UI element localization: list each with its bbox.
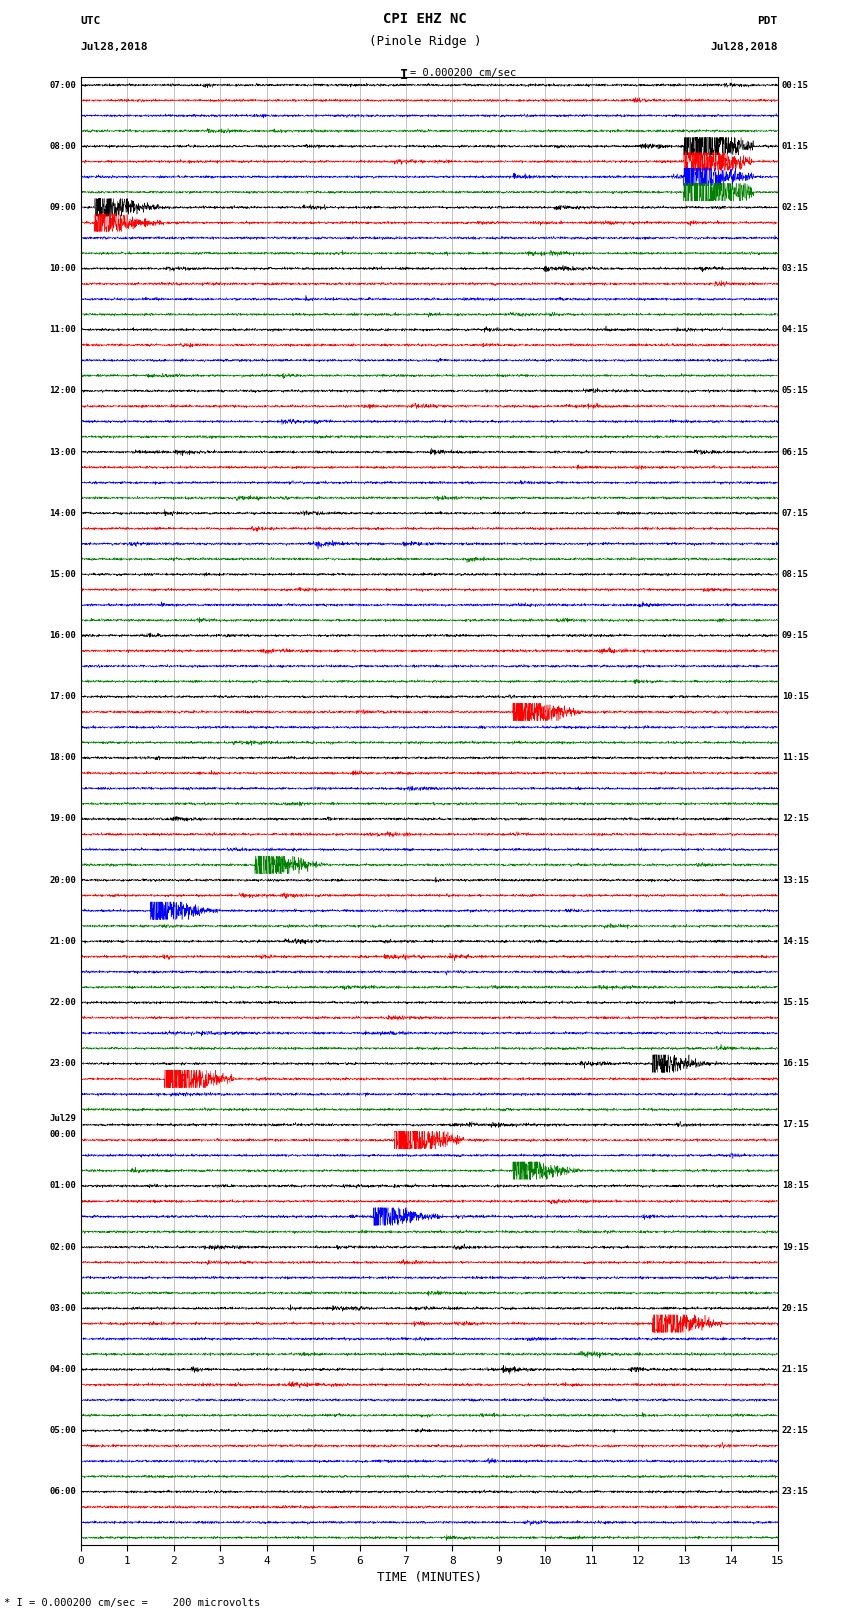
Text: 23:15: 23:15 xyxy=(782,1487,809,1497)
Text: 18:00: 18:00 xyxy=(49,753,76,763)
Text: 13:15: 13:15 xyxy=(782,876,809,884)
Text: * I = 0.000200 cm/sec =    200 microvolts: * I = 0.000200 cm/sec = 200 microvolts xyxy=(4,1598,260,1608)
Text: 05:15: 05:15 xyxy=(782,387,809,395)
Text: 00:00: 00:00 xyxy=(49,1131,76,1139)
Text: 01:15: 01:15 xyxy=(782,142,809,150)
Text: 12:00: 12:00 xyxy=(49,387,76,395)
Text: 11:15: 11:15 xyxy=(782,753,809,763)
Text: 16:00: 16:00 xyxy=(49,631,76,640)
Text: CPI EHZ NC: CPI EHZ NC xyxy=(383,11,467,26)
Text: 07:15: 07:15 xyxy=(782,508,809,518)
Text: 14:15: 14:15 xyxy=(782,937,809,945)
Text: 19:00: 19:00 xyxy=(49,815,76,824)
Text: Jul28,2018: Jul28,2018 xyxy=(81,42,148,52)
Text: 08:00: 08:00 xyxy=(49,142,76,150)
Text: 00:15: 00:15 xyxy=(782,81,809,90)
Text: 16:15: 16:15 xyxy=(782,1060,809,1068)
Text: UTC: UTC xyxy=(81,16,101,26)
Text: 10:15: 10:15 xyxy=(782,692,809,702)
Text: 03:15: 03:15 xyxy=(782,265,809,273)
Text: 10:00: 10:00 xyxy=(49,265,76,273)
Text: 09:00: 09:00 xyxy=(49,203,76,211)
Text: 21:15: 21:15 xyxy=(782,1365,809,1374)
Text: 09:15: 09:15 xyxy=(782,631,809,640)
Text: 21:00: 21:00 xyxy=(49,937,76,945)
Text: = 0.000200 cm/sec: = 0.000200 cm/sec xyxy=(410,68,516,77)
Text: 17:15: 17:15 xyxy=(782,1121,809,1129)
Text: 04:00: 04:00 xyxy=(49,1365,76,1374)
Text: 08:15: 08:15 xyxy=(782,569,809,579)
Text: Jul28,2018: Jul28,2018 xyxy=(711,42,778,52)
Text: 02:00: 02:00 xyxy=(49,1242,76,1252)
Text: 20:15: 20:15 xyxy=(782,1303,809,1313)
Text: 04:15: 04:15 xyxy=(782,326,809,334)
Text: 23:00: 23:00 xyxy=(49,1060,76,1068)
Text: 14:00: 14:00 xyxy=(49,508,76,518)
Text: 22:00: 22:00 xyxy=(49,998,76,1007)
Text: I: I xyxy=(400,68,408,82)
Text: 15:15: 15:15 xyxy=(782,998,809,1007)
Text: 19:15: 19:15 xyxy=(782,1242,809,1252)
Text: 12:15: 12:15 xyxy=(782,815,809,824)
Text: 17:00: 17:00 xyxy=(49,692,76,702)
Text: 13:00: 13:00 xyxy=(49,447,76,456)
Text: PDT: PDT xyxy=(757,16,778,26)
Text: (Pinole Ridge ): (Pinole Ridge ) xyxy=(369,35,481,48)
Text: 03:00: 03:00 xyxy=(49,1303,76,1313)
Text: 15:00: 15:00 xyxy=(49,569,76,579)
Text: 05:00: 05:00 xyxy=(49,1426,76,1436)
Text: 01:00: 01:00 xyxy=(49,1181,76,1190)
Text: 02:15: 02:15 xyxy=(782,203,809,211)
Text: 20:00: 20:00 xyxy=(49,876,76,884)
Text: 06:15: 06:15 xyxy=(782,447,809,456)
Text: 07:00: 07:00 xyxy=(49,81,76,90)
Text: 18:15: 18:15 xyxy=(782,1181,809,1190)
X-axis label: TIME (MINUTES): TIME (MINUTES) xyxy=(377,1571,482,1584)
Text: 11:00: 11:00 xyxy=(49,326,76,334)
Text: 06:00: 06:00 xyxy=(49,1487,76,1497)
Text: Jul29: Jul29 xyxy=(49,1115,76,1123)
Text: 22:15: 22:15 xyxy=(782,1426,809,1436)
